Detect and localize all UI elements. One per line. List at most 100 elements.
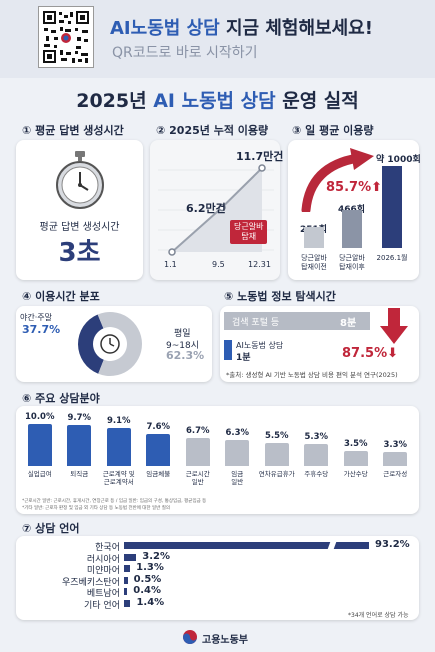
topic-value: 7.6% [146, 422, 171, 433]
languages-card: 한국어 93.2% 러시아어 3.2% 미얀마어 1.3% 우즈베키스탄어 0.5% 베트남어 0… [16, 536, 419, 620]
language-name: 러시아어 [86, 554, 120, 565]
daily-bar-label-1: 당근알바 탑재이후 [339, 254, 365, 271]
daily-bar-label-0: 당근알바 탑재이전 [301, 254, 327, 271]
language-pct: 1.4% [136, 596, 165, 608]
topic-value: 9.7% [67, 413, 92, 424]
weekday-pct: 62.3% [166, 349, 205, 362]
xtick-2: 12.31 [248, 260, 271, 269]
topics-card: 10.0% 실업급여 9.7% 퇴직금 9.1% 근로계약 및 근로계약서 7.6% 임금체불… [16, 406, 419, 514]
language-pct: 0.5% [133, 573, 162, 585]
cumulative-mid-label: 6.2만건 [186, 202, 226, 215]
language-bar [124, 553, 137, 561]
topic-label: 근로자성 [383, 470, 408, 478]
reduction: 87.5%⬇ [342, 346, 398, 361]
portal-value: 8분 [340, 318, 357, 329]
topic-value: 5.5% [264, 430, 289, 441]
topic-label: 임금체불 [146, 470, 171, 478]
reduction-down-icon: ⬇ [387, 346, 399, 361]
topic-bar [383, 452, 408, 466]
topic-bar [264, 442, 289, 466]
header-title-rest: 지금 체험해보세요! [219, 18, 373, 39]
topics-note-2: *기타 일반: 근로자 판정 및 임금 외 기타 상담 등 노동법 전반에 대한… [22, 506, 170, 511]
language-bar [124, 565, 131, 572]
page-title: 2025년 AI 노동법 상담 운영 실적 [0, 86, 435, 113]
page-title-ai: AI 노동법 상담 [153, 90, 276, 112]
topic-label: 근로시간 일반 [185, 470, 210, 486]
header-title-highlight: AI노동법 상담 [110, 18, 220, 39]
header-title: AI노동법 상담 지금 체험해보세요! [110, 14, 373, 40]
section-title-topics: ⑥ 주요 상담분야 [22, 392, 100, 405]
language-bar [124, 599, 131, 607]
xtick-1: 9.5 [212, 260, 225, 269]
language-pct: 0.4% [133, 585, 161, 596]
topic-value: 3.5% [343, 439, 368, 450]
language-name: 기타 언어 [84, 600, 120, 611]
weekend-label: 야간·주말 [20, 313, 52, 322]
daily-bar-after [342, 209, 362, 248]
response-time-label: 평균 답변 생성시간 [39, 222, 120, 233]
clock-icon [100, 334, 120, 354]
language-name: 한국어 [95, 543, 120, 553]
header-banner: AI노동법 상담 지금 체험해보세요! QR코드로 바로 시작하기 [0, 0, 435, 78]
daily-growth-value: 85.7% [326, 180, 372, 195]
daily-bar-before [304, 227, 324, 248]
daily-growth: 85.7%⬆ [326, 180, 382, 195]
portal-bar [224, 312, 370, 330]
topic-label: 실업급여 [27, 470, 52, 478]
languages-note: *34개 언어로 상담 가능 [348, 612, 409, 619]
topic-label: 퇴직금 [70, 470, 89, 478]
weekday-label: 평일 [174, 329, 191, 339]
qr-code[interactable] [38, 6, 94, 68]
topic-label: 연차유급휴가 [258, 470, 295, 478]
time-dist-card: 야간·주말 37.7% 평일 9~18시 62.3% [16, 306, 212, 382]
daily-growth-up-icon: ⬆ [371, 180, 383, 195]
portal-label: 검색 포털 등 [232, 318, 280, 328]
xtick-0: 1.1 [164, 260, 177, 269]
section-title-time-dist: ④ 이용시간 분포 [22, 290, 100, 303]
response-time-value: 3초 [58, 238, 101, 268]
language-pct: 3.2% [142, 550, 170, 562]
section-title-response-time: ① 평균 답변 생성시간 [22, 124, 124, 137]
cumulative-point [218, 203, 226, 212]
topic-value: 6.7% [185, 425, 210, 436]
topic-label: 근로계약 및 근로계약서 [102, 470, 135, 486]
ai-value: 1분 [236, 353, 251, 363]
daily-card: 85.7%⬆ 251회 466회 약 1000회 당근알바 탑재이전 당근알바 … [288, 140, 421, 280]
topic-bar [106, 427, 131, 466]
growth-arrow-icon [301, 148, 374, 212]
ai-bar [224, 340, 232, 360]
page-title-year: 2025년 [76, 90, 154, 112]
topic-value: 10.0% [25, 412, 55, 422]
topic-bar [146, 434, 171, 466]
weekend-pct: 37.7% [22, 323, 61, 336]
government-emblem-icon [183, 630, 197, 644]
topic-bar [343, 451, 368, 466]
section-title-cumulative: ② 2025년 누적 이용량 [156, 124, 269, 137]
section-title-languages: ⑦ 상담 언어 [22, 522, 80, 535]
languages-bar-chart: 한국어 93.2% 러시아어 3.2% 미얀마어 1.3% 우즈베키스탄어 0.5% 베트남어 0… [16, 536, 419, 620]
footer-ministry: 고용노동부 [202, 635, 248, 646]
topic-value: 6.3% [225, 427, 250, 438]
language-pct: 1.3% [136, 562, 164, 573]
language-name: 미얀마어 [86, 566, 120, 576]
time-dist-donut [78, 312, 142, 376]
reduction-value: 87.5% [342, 346, 388, 361]
topics-note-1: *근로시간 일반: 근로시간, 휴게시간, 연장근로 등 / 임금 일반: 임금… [22, 499, 207, 504]
topic-bar [185, 437, 210, 466]
cumulative-card: 11.7만건 6.2만건 당근알바 탑재 1.1 9.5 12.31 [150, 140, 283, 280]
page-title-rest: 운영 실적 [275, 90, 359, 112]
topic-label: 가산수당 [343, 470, 368, 478]
topic-value: 9.1% [106, 415, 131, 426]
daangn-tag: 당근알바 탑재 [230, 220, 268, 244]
language-bar [124, 576, 128, 584]
donut-weekend-slice [78, 314, 104, 374]
topic-bar [304, 443, 329, 466]
topic-label: 임금 일반 [231, 470, 244, 486]
donut-weekday-slice [97, 312, 142, 376]
daily-bar-value-2: 약 1000회 [376, 155, 421, 165]
daily-bar-jan [382, 166, 402, 248]
language-name: 베트남어 [86, 589, 120, 599]
language-bar [124, 588, 128, 595]
topics-bar-chart: 10.0% 실업급여 9.7% 퇴직금 9.1% 근로계약 및 근로계약서 7.6% 임금체불… [16, 406, 419, 514]
language-bar [124, 542, 369, 549]
